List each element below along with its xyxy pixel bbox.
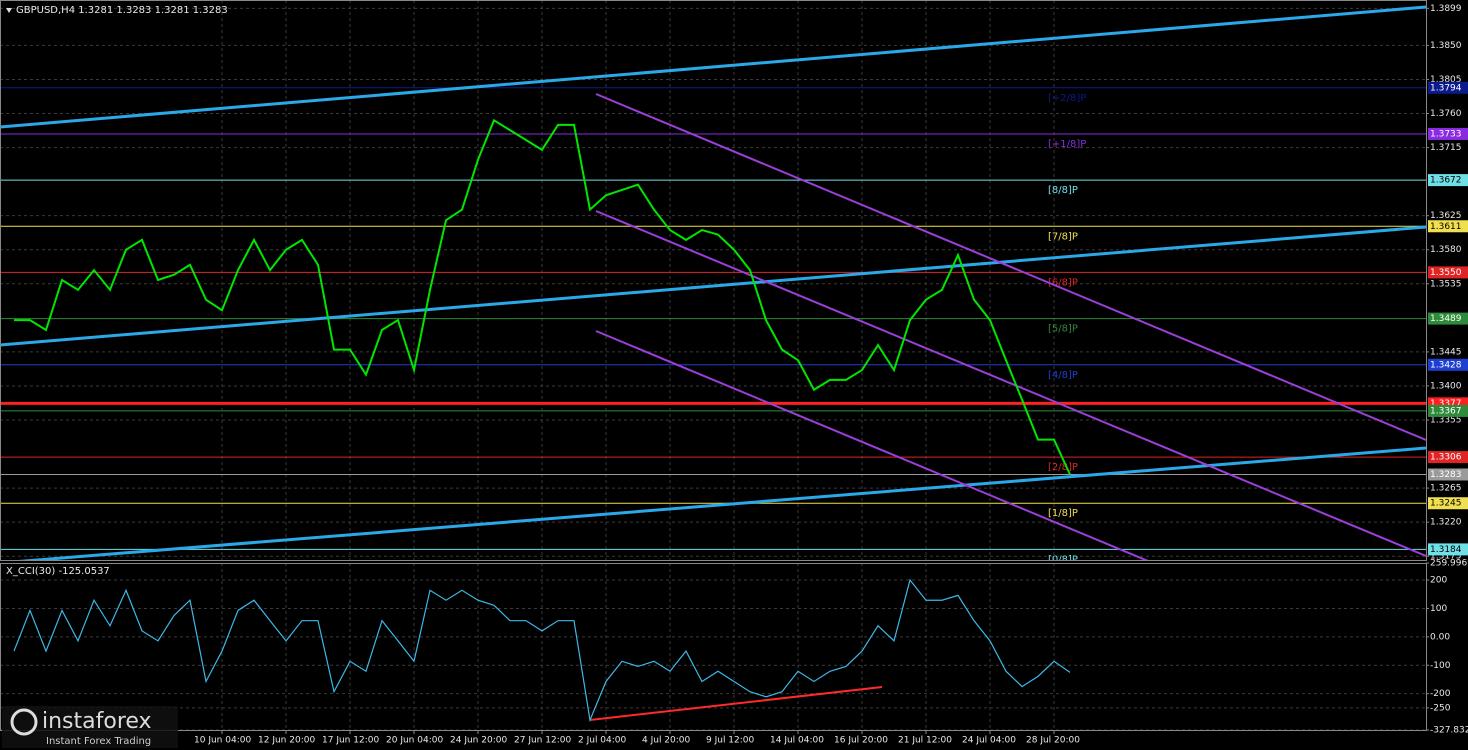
x-tick-label: 17 Jun 12:00 [322,736,379,746]
price-grid [0,0,1426,560]
level-tag: [5/8]P [1048,324,1078,335]
y-tick-label: -100 [1430,661,1451,671]
x-tick-label: 9 Jul 12:00 [706,736,755,746]
x-tick-label: 4 Jul 20:00 [642,736,691,746]
x-tick-label: 21 Jul 12:00 [898,736,952,746]
level-tag: [+1/8]P [1048,139,1086,150]
level-box [1428,358,1468,371]
level-label: 1.3489 [1430,314,1462,324]
x-tick-label: 16 Jul 20:00 [834,736,888,746]
channel-line [18,446,1426,560]
y-tick-label: 1.3400 [1430,381,1462,391]
level-box [1428,81,1468,94]
level-tag: [0/8]P [1048,554,1078,565]
level-label: 1.3611 [1430,222,1462,232]
level-label: 1.3672 [1430,176,1462,186]
y-tick-label: 1.3899 [1430,4,1462,14]
levels: [+2/8]P [+1/8]P [8/8]P [7/8]P [6/8]P [5/8]P [4… [0,87,1426,565]
x-tick-label: 14 Jul 04:00 [770,736,824,746]
channel-line [595,210,1426,557]
level-label: 1.3306 [1430,453,1462,463]
logo-tagline: Instant Forex Trading [46,736,151,747]
price-frame [0,0,1427,561]
x-tick-label: 27 Jun 12:00 [514,736,571,746]
x-tick-label: 2 Jul 04:00 [578,736,627,746]
channel-line [0,225,1426,347]
y-tick-label: 1.3850 [1430,41,1462,51]
level-box [1428,451,1468,464]
y-tick-label: 0.00 [1430,632,1450,642]
level-box [1428,266,1468,279]
y-tick-label: 1.3625 [1430,211,1462,221]
level-tag: [4/8]P [1048,370,1078,381]
level-tag: [7/8]P [1048,231,1078,242]
channel-line [595,330,1149,560]
level-tag: [+2/8]P [1048,93,1086,104]
level-label: 1.3428 [1430,360,1462,370]
cci-plot [13,578,1071,723]
channel-line [595,93,1426,441]
level-label: 1.3733 [1430,129,1462,139]
level-label: 1.3283 [1430,470,1462,480]
price-line [14,118,1071,475]
level-tag: [2/8]P [1048,462,1078,473]
y-tick-label: 1.3805 [1430,75,1462,85]
level-box [1428,497,1468,510]
level-label: 1.3184 [1430,545,1462,555]
y-tick-label: 1.3580 [1430,245,1462,255]
level-box [1428,220,1468,233]
y-tick-label: 259.9969 [1430,559,1468,569]
trend-lines [0,5,1426,560]
y-tick-label: 1.3760 [1430,109,1462,119]
x-tick-label: 24 Jul 04:00 [962,736,1016,746]
cci-line [13,578,1071,723]
divergence-line [589,686,883,721]
level-tag: [1/8]P [1048,508,1078,519]
x-tick-label: 20 Jun 04:00 [386,736,443,746]
level-tag: [6/8]P [1048,277,1078,288]
level-tag: [8/8]P [1048,185,1078,196]
y-tick-label: -200 [1430,689,1451,699]
level-box [1428,312,1468,325]
y-tick-label: 1.3445 [1430,347,1462,357]
y-tick-label: 1.3175 [1430,552,1462,562]
level-label: 1.3245 [1430,499,1462,509]
y-tick-label: 1.3220 [1430,518,1462,528]
level-label: 1.3377 [1430,399,1462,409]
y-tick-label: 1.3265 [1430,484,1462,494]
y-tick-label: -327.832 [1430,726,1468,736]
menu-icon[interactable] [6,8,12,13]
y-tick-label: 1.3535 [1430,279,1462,289]
indicator-title: X_CCI(30) -125.0537 [6,566,110,577]
logo-icon [10,708,38,736]
level-box [1428,468,1468,481]
x-tick-label: 24 Jun 20:00 [450,736,507,746]
logo: instaforex Instant Forex Trading [2,706,178,748]
level-box [1428,404,1468,417]
y-tick-label: 200 [1430,576,1447,586]
chart-title: GBPUSD,H4 1.3281 1.3283 1.3281 1.3283 [16,5,228,16]
x-tick-label: 10 Jun 04:00 [194,736,251,746]
y-tick-label: -250 [1430,703,1451,713]
price-plot [14,118,1071,475]
y-tick-label: 1.3355 [1430,416,1462,426]
level-box [1428,543,1468,556]
level-label: 1.3550 [1430,268,1462,278]
axes: 1.3899 1.3850 1.3805 1.3760 1.3715 1.3625 1.35… [194,4,1468,746]
channel-line [0,5,1426,129]
y-tick-label: 100 [1430,604,1447,614]
x-tick-label: 12 Jun 20:00 [258,736,315,746]
y-tick-label: 1.3715 [1430,143,1462,153]
cci-grid [0,563,1426,730]
logo-name: instaforex [42,709,152,734]
x-tick-label: 28 Jul 20:00 [1026,736,1080,746]
level-box [1428,127,1468,140]
level-box [1428,174,1468,187]
cci-frame [0,563,1427,731]
level-label: 1.3794 [1430,83,1462,93]
level-label: 1.3367 [1430,406,1462,416]
